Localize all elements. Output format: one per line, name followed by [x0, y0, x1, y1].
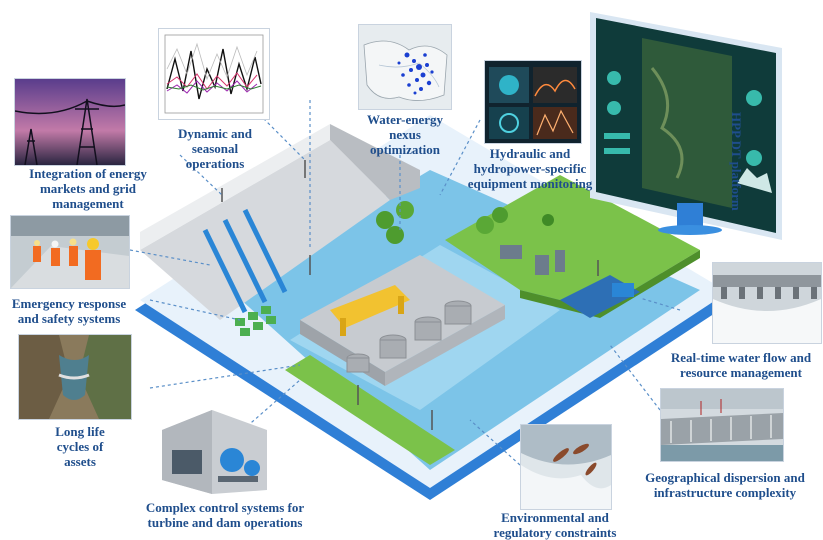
equipment-monitoring-photo — [484, 60, 582, 144]
label-water-energy: Water-energy nexus optimization — [366, 112, 444, 157]
label-complex-control: Complex control systems for turbine and … — [145, 500, 305, 530]
label-hydraulic: Hydraulic and hydropower-specific equipm… — [467, 146, 593, 191]
powerhouse-cutaway-icon — [162, 410, 267, 494]
dam-wall-face — [140, 140, 390, 320]
monitor-display-icon — [590, 12, 782, 240]
penstocks — [202, 208, 288, 314]
label-geographical: Geographical dispersion and infrastructu… — [645, 470, 805, 500]
label-emergency: Emergency response and safety systems — [11, 296, 127, 326]
blue-control-cabin — [612, 283, 634, 297]
dam-wall-side — [330, 124, 420, 200]
label-realtime: Real-time water flow and resource manage… — [670, 350, 812, 380]
large-dam-icon — [661, 389, 783, 461]
canyon-dam-photo — [18, 334, 132, 420]
canyon-dam-icon — [19, 335, 131, 419]
turbine-equipment-icon — [485, 61, 581, 143]
large-dam-photo — [660, 388, 784, 462]
yellow-gantry-crane — [330, 285, 410, 336]
line-chart-icon — [164, 34, 264, 114]
transmission-tower-icon — [15, 79, 125, 165]
safety-workers-icon — [11, 216, 129, 288]
salmon-icon — [521, 425, 611, 509]
grass-island-right — [445, 175, 700, 310]
trees — [376, 201, 554, 244]
fish-waterfall-photo — [520, 424, 612, 510]
substation-equipment — [500, 245, 565, 275]
label-environmental: Environmental and regulatory constraints — [493, 510, 617, 540]
map-icon — [359, 25, 451, 109]
label-platform: HPP DT platform — [729, 112, 744, 211]
label-long-life: Long life cycles of assets — [55, 424, 105, 469]
label-dynamic: Dynamic and seasonal operations — [177, 126, 253, 171]
spillway-icon — [713, 263, 821, 343]
spillway-photo — [712, 262, 822, 344]
powerhouse-platform-front — [385, 305, 505, 386]
hpp-dt-monitor — [582, 8, 792, 240]
dynamic-chart-photo — [158, 28, 270, 120]
green-equipment-racks — [235, 306, 276, 336]
storage-tanks — [346, 300, 472, 373]
emergency-workers-photo — [10, 215, 130, 289]
control-systems-photo — [152, 410, 272, 494]
label-integration: Integration of energy markets and grid m… — [29, 166, 147, 211]
grass-strip-bottom — [285, 355, 455, 465]
powerline-photo — [14, 78, 126, 166]
water-energy-map-photo — [358, 24, 452, 110]
